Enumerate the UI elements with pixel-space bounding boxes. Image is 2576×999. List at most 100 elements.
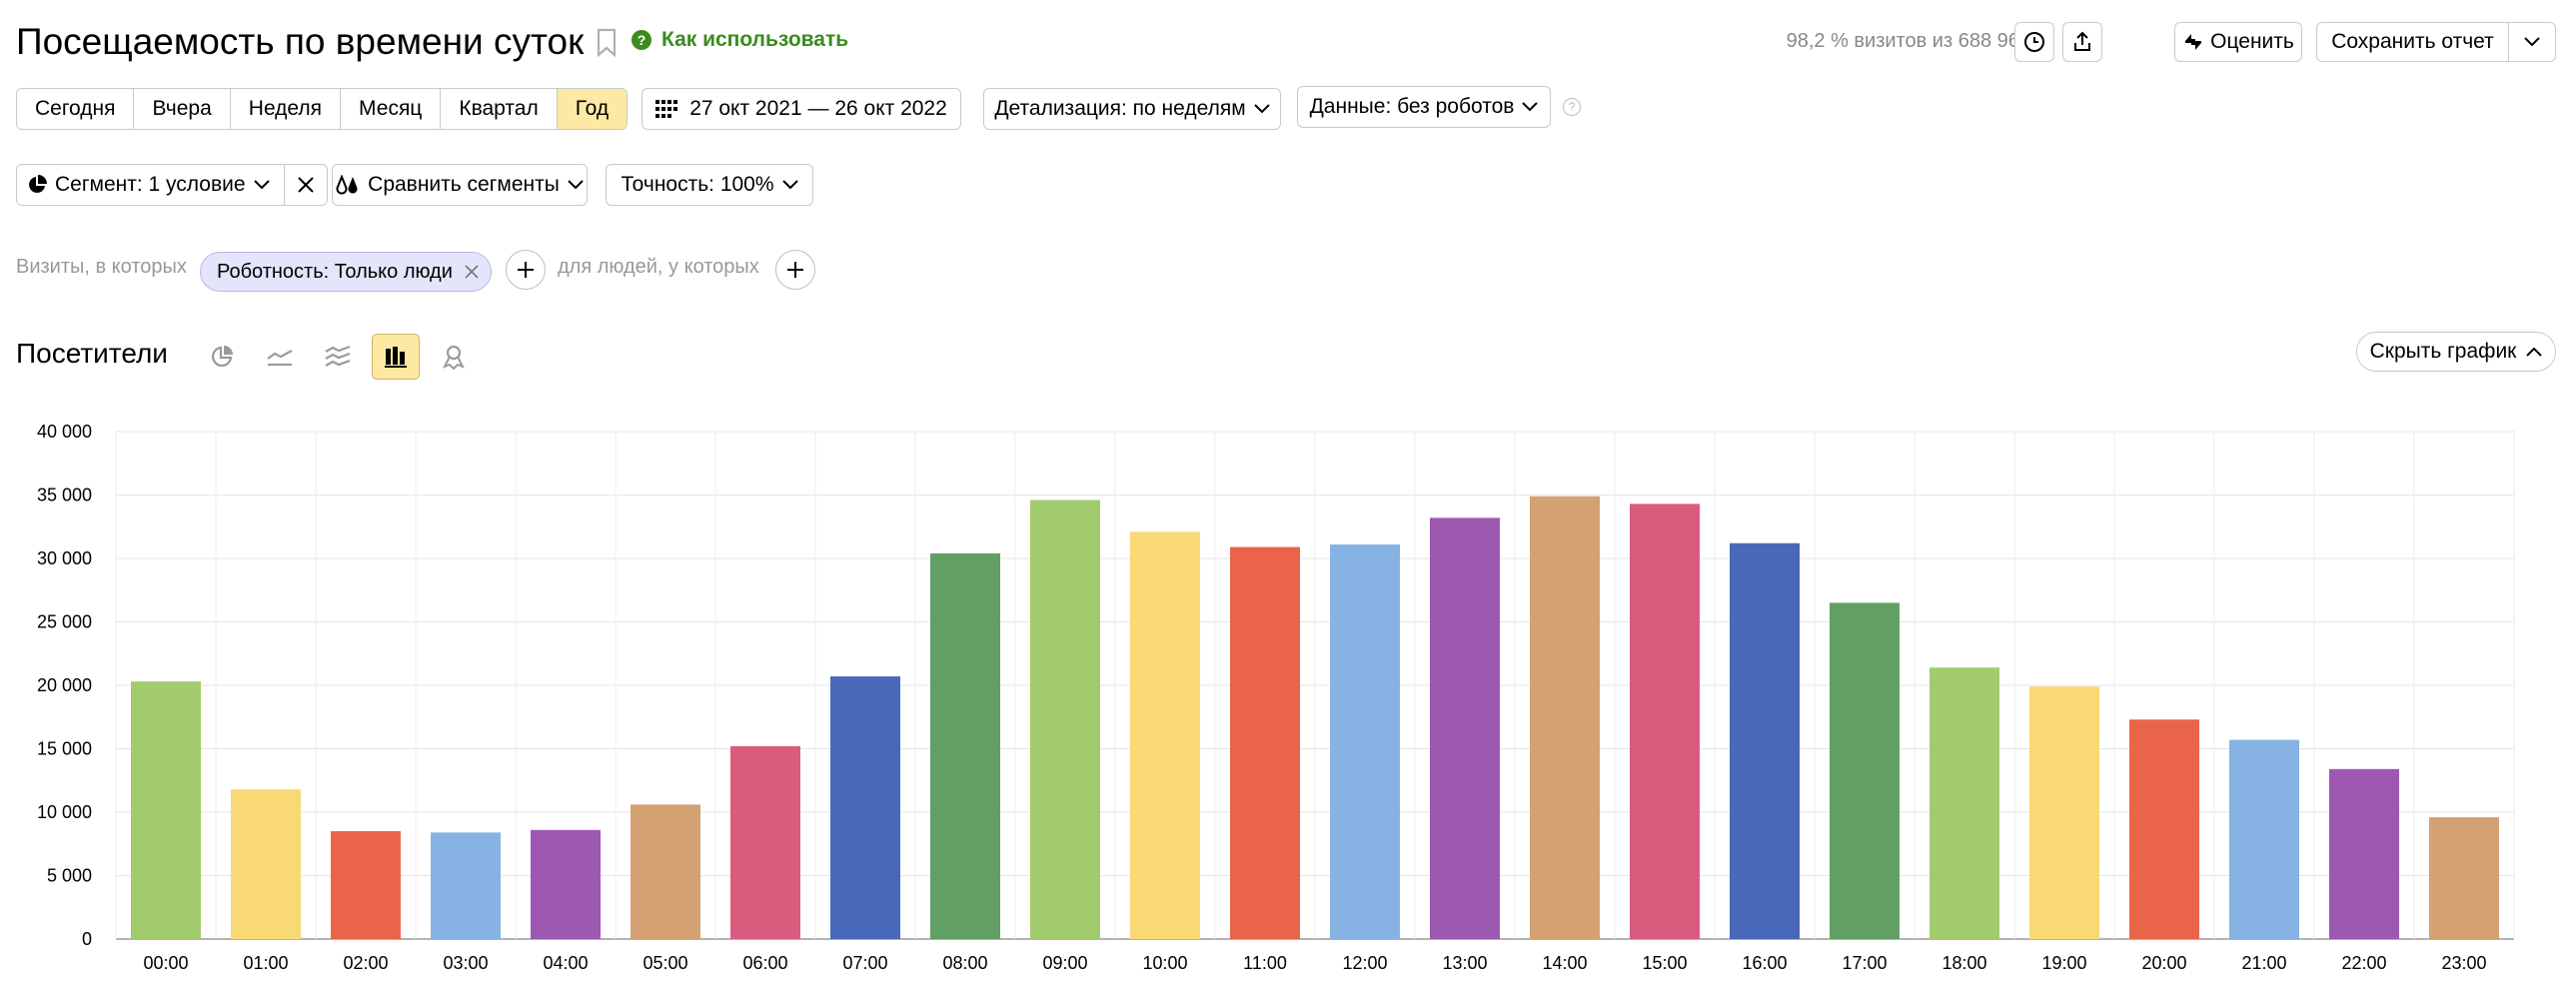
hide-chart-button[interactable]: Скрыть график [2356, 332, 2556, 372]
page-title: Посещаемость по времени суток [16, 21, 585, 62]
bar-11:00[interactable] [1230, 546, 1300, 939]
x-tick-label: 08:00 [942, 953, 987, 973]
bar-23:00[interactable] [2429, 817, 2499, 939]
close-icon[interactable] [465, 265, 479, 279]
area-chart-type-button[interactable] [314, 334, 362, 380]
bar-06:00[interactable] [730, 745, 800, 939]
x-tick-label: 20:00 [2141, 953, 2186, 973]
period-quarter[interactable]: Квартал [441, 89, 558, 129]
x-tick-label: 03:00 [443, 953, 488, 973]
segment-clear-button[interactable] [285, 165, 327, 205]
chevron-down-icon [253, 180, 270, 190]
x-tick-label: 05:00 [643, 953, 687, 973]
plus-icon [518, 262, 534, 278]
share-button[interactable] [2062, 22, 2102, 62]
detail-label: Детализация: по неделям [994, 97, 1246, 120]
chevron-down-icon [1253, 104, 1270, 114]
data-select[interactable]: Данные: без роботов [1297, 86, 1551, 128]
bar-05:00[interactable] [631, 804, 700, 939]
bar-01:00[interactable] [231, 789, 301, 939]
y-tick-label: 5 000 [47, 866, 92, 886]
hide-chart-label: Скрыть график [2369, 340, 2517, 363]
history-button[interactable] [2014, 22, 2054, 62]
share-icon [2074, 31, 2090, 51]
period-month[interactable]: Месяц [341, 89, 442, 129]
save-report-group: Сохранить отчет [2316, 22, 2556, 62]
bar-15:00[interactable] [1630, 503, 1700, 939]
bar-10:00[interactable] [1130, 531, 1200, 939]
plus-icon [787, 262, 803, 278]
compare-segments-button[interactable]: Сравнить сегменты [332, 164, 588, 206]
bar-22:00[interactable] [2329, 768, 2399, 939]
date-range-button[interactable]: 27 окт 2021 — 26 окт 2022 [642, 88, 961, 130]
bar-21:00[interactable] [2229, 739, 2299, 939]
line-chart-type-button[interactable] [256, 334, 304, 380]
period-week[interactable]: Неделя [230, 89, 342, 129]
x-tick-label: 11:00 [1243, 953, 1287, 973]
bar-07:00[interactable] [830, 676, 900, 939]
y-tick-label: 35 000 [37, 486, 92, 505]
bar-chart-icon [385, 347, 407, 368]
y-axis-ticks: 0 5 000 10 000 15 000 20 000 25 000 30 000 35 0… [37, 422, 92, 949]
filter-chip[interactable]: Роботность: Только люди [200, 252, 492, 292]
bar-16:00[interactable] [1730, 542, 1800, 939]
accuracy-label: Точность: 100% [621, 173, 774, 196]
bar-14:00[interactable] [1530, 496, 1600, 939]
x-tick-label: 23:00 [2441, 953, 2486, 973]
add-people-condition-button[interactable] [775, 250, 815, 290]
bar-09:00[interactable] [1030, 500, 1100, 939]
period-today[interactable]: Сегодня [17, 89, 135, 129]
help-icon[interactable]: ? [1563, 98, 1581, 116]
bar-18:00[interactable] [1930, 667, 1999, 939]
bar-19:00[interactable] [2029, 686, 2099, 939]
bar-12:00[interactable] [1330, 544, 1400, 939]
save-report-button[interactable]: Сохранить отчет [2317, 23, 2509, 61]
x-tick-label: 02:00 [343, 953, 388, 973]
chart-title: Посетители [16, 338, 168, 369]
add-visit-condition-button[interactable] [506, 250, 546, 290]
bookmark-icon[interactable] [596, 28, 618, 58]
x-tick-label: 14:00 [1542, 953, 1587, 973]
question-icon: ? [632, 30, 651, 50]
x-tick-label: 07:00 [842, 953, 887, 973]
save-report-menu-button[interactable] [2509, 23, 2555, 61]
chevron-down-icon [568, 180, 584, 190]
bar-13:00[interactable] [1430, 517, 1500, 939]
line-chart-icon [267, 350, 293, 367]
y-tick-label: 40 000 [37, 422, 92, 442]
x-tick-label: 00:00 [143, 953, 188, 973]
calendar-icon [655, 100, 678, 118]
period-yesterday[interactable]: Вчера [134, 89, 231, 129]
close-icon [297, 177, 314, 193]
area-chart-icon [325, 345, 351, 367]
rate-label: Оценить [2210, 30, 2294, 53]
segment-button[interactable]: Сегмент: 1 условие [17, 165, 285, 205]
clock-icon [2024, 32, 2044, 52]
period-year[interactable]: Год [557, 89, 628, 129]
detail-select[interactable]: Детализация: по неделям [983, 88, 1281, 130]
bar-08:00[interactable] [930, 552, 1000, 939]
y-tick-label: 15 000 [37, 739, 92, 759]
x-tick-label: 18:00 [1941, 953, 1986, 973]
x-tick-label: 22:00 [2341, 953, 2386, 973]
bar-chart-type-button[interactable] [372, 334, 420, 380]
accuracy-select[interactable]: Точность: 100% [606, 164, 813, 206]
bar-04:00[interactable] [531, 829, 601, 939]
filter-chip-label: Роботность: Только люди [217, 260, 453, 283]
segment-group: Сегмент: 1 условие [16, 164, 328, 206]
bar-03:00[interactable] [431, 832, 501, 939]
chart-bars [131, 496, 2499, 939]
howto-link[interactable]: ? Как использовать [632, 28, 848, 52]
y-tick-label: 30 000 [37, 548, 92, 568]
map-chart-type-button[interactable] [430, 334, 478, 380]
bar-02:00[interactable] [331, 831, 401, 939]
pie-chart-type-button[interactable] [198, 334, 246, 380]
bar-00:00[interactable] [131, 681, 201, 939]
bar-17:00[interactable] [1830, 602, 1900, 939]
rate-button[interactable]: Оценить [2174, 22, 2302, 62]
compare-icon [336, 175, 358, 195]
x-tick-label: 12:00 [1342, 953, 1387, 973]
bar-20:00[interactable] [2129, 719, 2199, 939]
x-tick-label: 01:00 [243, 953, 288, 973]
x-tick-label: 06:00 [742, 953, 787, 973]
